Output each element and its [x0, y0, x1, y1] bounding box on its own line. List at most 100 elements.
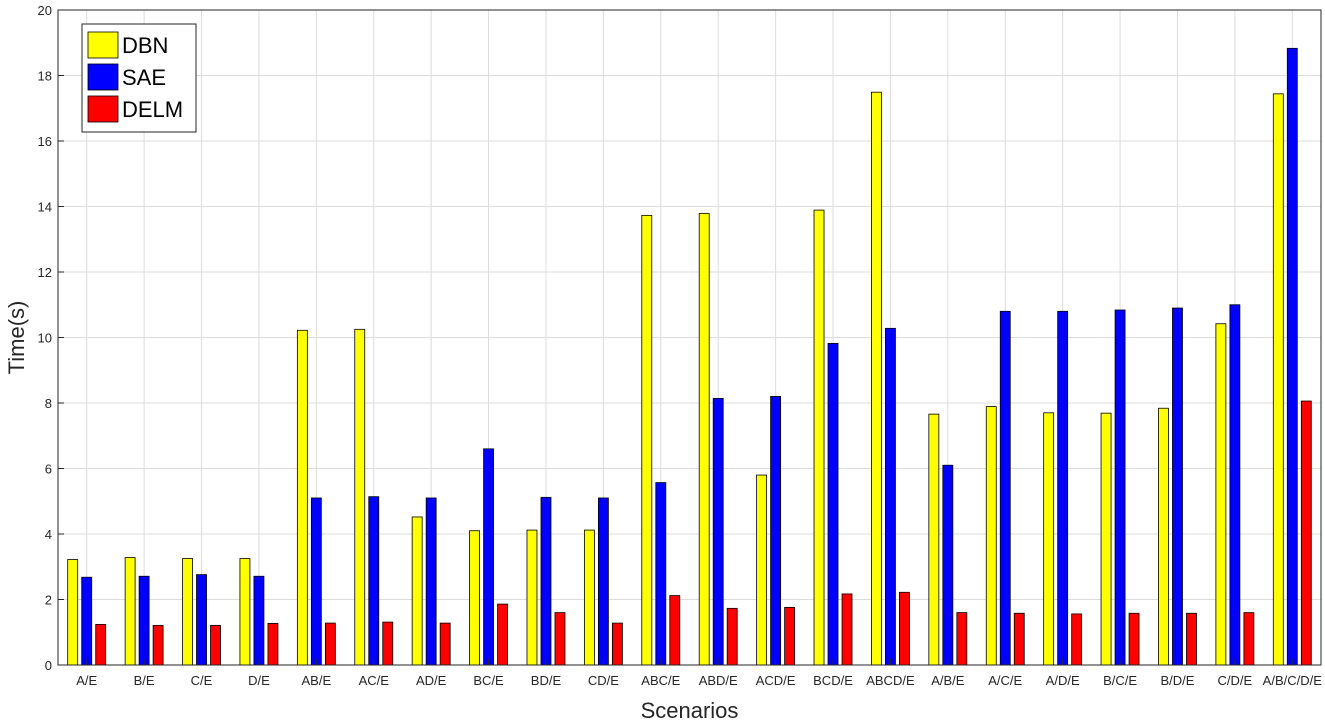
bar-delm — [1071, 613, 1083, 666]
bar-sae — [81, 576, 93, 666]
y-tick-label: 6 — [45, 462, 52, 477]
x-tick-label: BC/E — [473, 673, 504, 688]
bar-sae — [310, 497, 322, 666]
bar-dbn — [985, 406, 997, 666]
x-tick-label: AD/E — [416, 673, 447, 688]
bar-dbn — [296, 329, 308, 666]
y-tick-label: 12 — [38, 265, 52, 280]
legend-swatch-dbn — [87, 31, 119, 59]
y-tick-label: 4 — [45, 527, 52, 542]
bar-sae — [253, 575, 265, 666]
bar-delm — [899, 591, 910, 666]
bar-sae — [712, 398, 724, 666]
bar-dbn — [1043, 412, 1055, 666]
legend-label-dbn: DBN — [122, 33, 168, 58]
tick-labels: 0 2 4 6 8 10 12 14 16 18 20 A/E B/E C/E D/E AB/E AC/E AD/… — [38, 3, 1323, 688]
y-axis-title: Time(s) — [4, 301, 29, 375]
x-tick-label: ABC/E — [641, 673, 680, 688]
bar-dbn — [526, 529, 538, 666]
bar-sae — [138, 575, 150, 666]
y-tick-label: 0 — [45, 658, 52, 673]
legend-label-sae: SAE — [122, 65, 166, 90]
x-tick-label: B/E — [134, 673, 155, 688]
bar-delm — [611, 622, 623, 666]
bar-dbn — [1100, 412, 1112, 666]
bar-delm — [210, 624, 221, 666]
x-tick-label: A/B/C/D/E — [1263, 673, 1323, 688]
bar-dbn — [928, 413, 940, 666]
x-tick-label: ABD/E — [699, 673, 738, 688]
x-tick-label: B/C/E — [1103, 673, 1137, 688]
x-tick-label: BD/E — [531, 673, 562, 688]
bar-delm — [669, 595, 681, 666]
y-tick-label: 8 — [45, 396, 52, 411]
bar-dbn — [698, 212, 710, 666]
bar-sae — [885, 327, 896, 666]
bar-delm — [439, 622, 451, 666]
bar-delm — [956, 612, 968, 666]
x-tick-label: ABCD/E — [866, 673, 915, 688]
x-axis-title: Scenarios — [641, 698, 739, 723]
bar-dbn — [583, 529, 595, 666]
bar-sae — [942, 464, 954, 666]
y-tick-label: 2 — [45, 593, 52, 608]
bar-delm — [95, 623, 107, 666]
x-tick-label: A/E — [76, 673, 97, 688]
bar-sae — [770, 396, 782, 666]
x-tick-label: AC/E — [359, 673, 390, 688]
bar-sae — [1286, 47, 1298, 666]
x-tick-label: C/E — [191, 673, 213, 688]
bar-delm — [1013, 612, 1025, 666]
bar-dbn — [411, 516, 423, 666]
bar-delm — [267, 623, 279, 666]
bar-sae — [1057, 310, 1069, 666]
x-tick-label: B/D/E — [1160, 673, 1194, 688]
y-tick-label: 14 — [38, 200, 52, 215]
y-tick-label: 18 — [38, 69, 52, 84]
x-tick-label: A/D/E — [1046, 673, 1080, 688]
bar-sae — [1229, 304, 1241, 666]
bar-delm — [1243, 612, 1255, 666]
bar-delm — [1300, 400, 1312, 666]
bar-dbn — [756, 474, 768, 666]
x-tick-label: CD/E — [588, 673, 619, 688]
x-tick-label: A/B/E — [931, 673, 965, 688]
bar-delm — [554, 612, 566, 666]
bar-sae — [483, 448, 494, 666]
legend-swatch-delm — [87, 95, 119, 123]
bar-sae — [1114, 309, 1126, 666]
bar-delm — [497, 603, 508, 666]
bar-sae — [196, 574, 207, 666]
x-tick-label: BCD/E — [813, 673, 853, 688]
bar-delm — [784, 606, 796, 666]
bar-dbn — [182, 558, 193, 666]
bar-sae — [597, 497, 609, 666]
bar-delm — [841, 593, 853, 666]
x-tick-label: A/C/E — [988, 673, 1022, 688]
bar-delm — [726, 607, 738, 666]
y-tick-label: 10 — [38, 331, 52, 346]
bar-dbn — [1272, 93, 1284, 666]
y-tick-label: 16 — [38, 134, 52, 149]
bar-delm — [1186, 612, 1197, 666]
bar-dbn — [641, 214, 653, 666]
bar-dbn — [354, 328, 366, 666]
bar-sae — [540, 496, 552, 666]
bar-dbn — [124, 557, 136, 666]
x-tick-label: D/E — [248, 673, 270, 688]
bar-dbn — [469, 530, 480, 666]
legend-swatch-sae — [87, 63, 119, 91]
bar-dbn — [871, 91, 882, 666]
bar-dbn — [239, 558, 251, 666]
bar-sae — [1172, 307, 1183, 666]
legend-label-delm: DELM — [122, 97, 183, 122]
bar-sae — [999, 310, 1011, 666]
bar-dbn — [813, 209, 825, 666]
bar-sae — [368, 496, 380, 666]
x-tick-label: C/D/E — [1218, 673, 1253, 688]
bar-delm — [152, 624, 164, 666]
bar-dbn — [1215, 323, 1227, 666]
bar-dbn — [67, 559, 79, 666]
x-tick-label: ACD/E — [756, 673, 796, 688]
